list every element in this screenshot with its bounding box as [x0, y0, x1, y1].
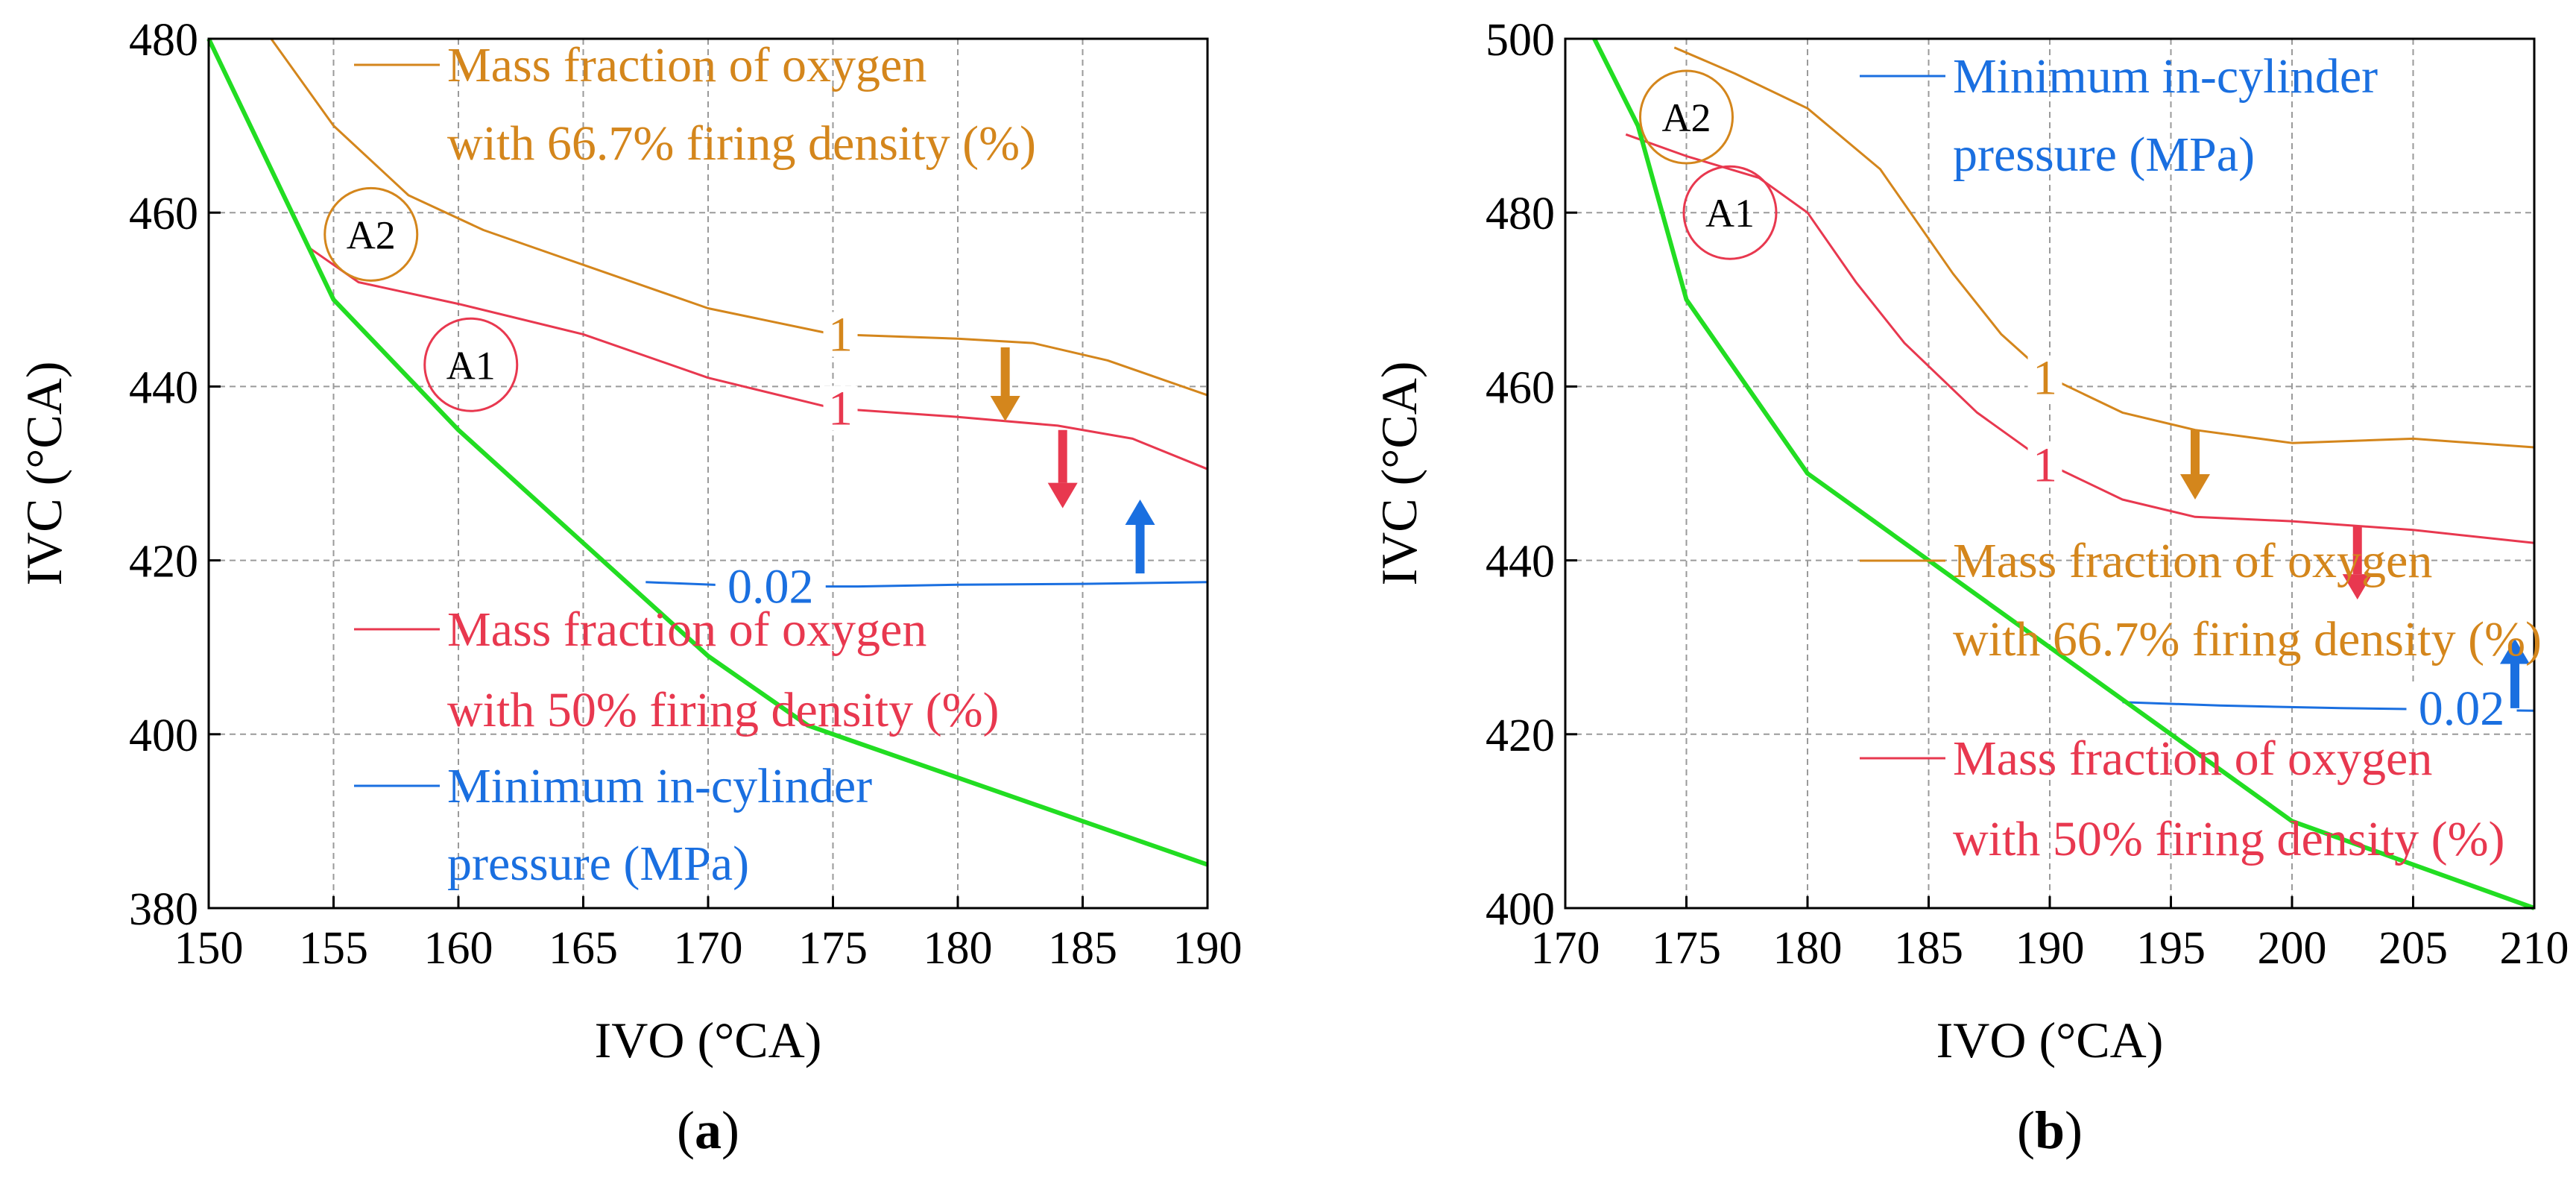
contour-label-orange: 1: [828, 307, 853, 362]
y-tick-label: 400: [1486, 884, 1555, 935]
x-tick-label: 205: [2378, 923, 2448, 974]
arrow-down-icon: [2180, 473, 2210, 500]
y-tick-label: 400: [129, 711, 198, 761]
x-tick-label: 180: [924, 923, 993, 974]
marker-circle-a2: [1639, 69, 1734, 165]
legend-text-red: with 50% firing density (%): [1953, 812, 2505, 866]
legend-text-orange: with 66.7% firing density (%): [447, 116, 1036, 171]
y-tick-label: 500: [1486, 15, 1555, 66]
subfigure-label: (b): [2017, 1100, 2083, 1160]
y-tick-label: 480: [1486, 189, 1555, 239]
legend-text-blue: Minimum in-cylinder: [447, 759, 872, 813]
legend-text-blue: pressure (MPa): [447, 837, 749, 891]
contour-label-backing: [823, 312, 858, 357]
legend-text-red: Mass fraction of oxygen: [1953, 731, 2432, 786]
chart-a: 1 1 0.02 A2 A1 150 155 160 165 170 175 180 185 190 380…: [16, 15, 1243, 1160]
contour-label-red: 1: [828, 382, 853, 436]
x-tick-label: 165: [549, 923, 618, 974]
y-tick-label: 420: [1486, 711, 1555, 761]
contour-label-orange: 1: [2033, 351, 2057, 406]
x-tick-label: 155: [299, 923, 368, 974]
series-line-orange: [1673, 46, 2535, 449]
x-tick-label: 175: [798, 923, 868, 974]
marker-label-a1: A1: [446, 343, 496, 388]
x-tick-label: 185: [1894, 923, 1963, 974]
x-tick-label: 185: [1048, 923, 1117, 974]
legend-text-orange: Mass fraction of oxygen: [447, 38, 926, 92]
series-line-green: [1592, 37, 2536, 910]
marker-label-a2: A2: [347, 212, 396, 257]
x-axis-title: IVO (°CA): [595, 1012, 822, 1068]
x-tick-label: 190: [1173, 923, 1243, 974]
subfigure-label: (a): [677, 1100, 739, 1160]
series-line-green: [206, 37, 1208, 867]
arrow-down-icon: [990, 396, 1020, 422]
legend-text-orange: with 66.7% firing density (%): [1953, 612, 2542, 667]
contour-label-backing: [715, 564, 826, 609]
y-axis-title: IVC (°CA): [16, 361, 72, 585]
legend-text-orange: Mass fraction of oxygen: [1953, 534, 2432, 588]
arrow-up-icon: [1125, 499, 1155, 525]
legend-text-red: with 50% firing density (%): [447, 683, 1000, 737]
x-tick-label: 175: [1652, 923, 1721, 974]
y-tick-label: 420: [129, 537, 198, 588]
legend-text-blue: Minimum in-cylinder: [1953, 49, 2378, 104]
marker-circle-a1: [1682, 165, 1778, 260]
series-line-red: [1625, 133, 2535, 544]
x-tick-label: 210: [2500, 923, 2569, 974]
y-tick-label: 440: [129, 362, 198, 413]
legend-text-blue: pressure (MPa): [1953, 127, 2255, 182]
x-tick-label: 160: [424, 923, 493, 974]
contour-label-blue: 0.02: [727, 560, 814, 614]
y-axis-title: IVC (°CA): [1371, 361, 1427, 585]
x-axis-title: IVO (°CA): [1936, 1012, 2164, 1068]
arrow-down-icon: [1047, 482, 1078, 508]
y-tick-label: 460: [1486, 362, 1555, 413]
y-tick-label: 380: [129, 884, 198, 935]
contour-label-red: 1: [2033, 438, 2057, 492]
y-tick-label: 480: [129, 15, 198, 66]
series-line-orange: [270, 38, 1208, 397]
marker-circle-a2: [323, 186, 419, 282]
contour-label-backing: [2027, 442, 2062, 488]
arrow-up-icon: [2500, 638, 2530, 664]
contour-label-backing: [823, 385, 858, 431]
marker-circle-a1: [423, 317, 519, 412]
arrow-down-icon: [2342, 574, 2373, 600]
x-tick-label: 200: [2258, 923, 2327, 974]
series-line-red: [308, 246, 1208, 470]
legend-text-red: Mass fraction of oxygen: [447, 602, 926, 657]
x-tick-label: 170: [1531, 923, 1600, 974]
marker-label-a2: A2: [1662, 95, 1711, 140]
x-tick-label: 170: [674, 923, 743, 974]
y-tick-label: 460: [129, 189, 198, 239]
x-tick-label: 195: [2136, 923, 2206, 974]
x-tick-label: 180: [1773, 923, 1843, 974]
x-tick-label: 190: [2015, 923, 2085, 974]
contour-label-blue: 0.02: [2419, 681, 2505, 736]
y-tick-label: 440: [1486, 537, 1555, 588]
contour-label-backing: [2406, 685, 2517, 731]
chart-b: 1 1 0.02 A2 A1 170 175 180 185 190 195 200 205 210 400…: [1371, 15, 2569, 1160]
contour-label-backing: [2027, 355, 2062, 400]
x-tick-label: 150: [174, 923, 244, 974]
marker-label-a1: A1: [1705, 191, 1755, 236]
